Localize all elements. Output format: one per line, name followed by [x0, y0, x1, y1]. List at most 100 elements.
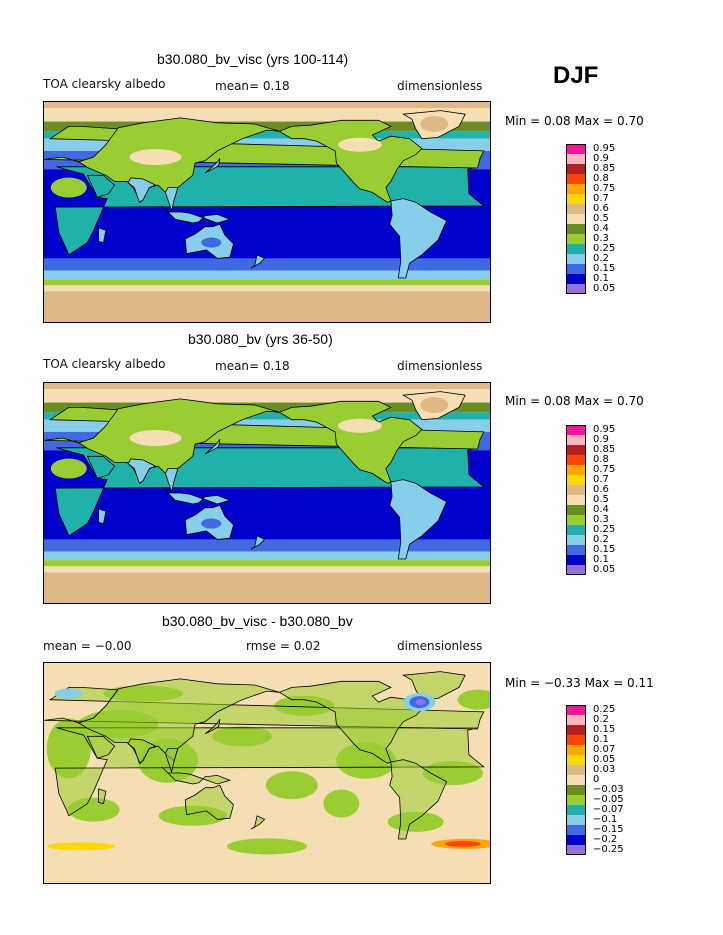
field-band: [44, 285, 490, 292]
legend-label: 0.05: [593, 754, 616, 765]
legend-label: 0.7: [593, 474, 609, 485]
panel-2-variable: TOA clearsky albedo: [43, 357, 166, 371]
legend-entry: 0.6: [566, 203, 686, 214]
legend-entry: 0.85: [566, 444, 686, 455]
continent-india: [127, 458, 157, 484]
panel-3-title: b30.080_bv_visc - b30.080_bv: [162, 613, 353, 629]
field-patch: [323, 789, 360, 818]
continent-newzealand: [250, 815, 266, 830]
field-band: [44, 572, 490, 603]
continent-arabia: [86, 455, 116, 479]
continent-arabia: [86, 174, 116, 198]
legend-label: 0.15: [593, 724, 616, 735]
legend-swatch: [566, 174, 586, 184]
continent-indonesia: [161, 766, 232, 785]
legend-label: 0.07: [593, 744, 616, 755]
legend-entry: 0.25: [566, 243, 686, 254]
legend-entry: −0.25: [566, 844, 686, 855]
legend-swatch: [566, 505, 586, 515]
legend-swatch: [566, 254, 586, 264]
continent-newzealand: [250, 535, 266, 550]
legend-label: 0.15: [593, 263, 616, 274]
legend-entry: 0.95: [566, 424, 686, 435]
field-band: [44, 566, 490, 573]
legend-label: 0.9: [593, 434, 609, 445]
legend-label: 0.4: [593, 223, 609, 234]
continent-seasia: [164, 468, 179, 494]
field-band: [44, 258, 490, 271]
legend-label: −0.2: [593, 834, 618, 845]
legend-label: 0.1: [593, 734, 609, 745]
continent-japan: [204, 438, 221, 455]
legend-label: 0.15: [593, 544, 616, 555]
legend-entry: 0.15: [566, 263, 686, 274]
legend-entry: 0.3: [566, 514, 686, 525]
continent-arabia: [86, 735, 116, 759]
legend-entry: 0.9: [566, 153, 686, 164]
panel-1-map-svg: [44, 102, 490, 322]
legend-swatch: [566, 745, 586, 755]
panel-2-title: b30.080_bv (yrs 36-50): [188, 331, 333, 347]
legend-swatch: [566, 214, 586, 224]
field-band: [44, 291, 490, 322]
legend-entry: 0.8: [566, 454, 686, 465]
legend-swatch: [566, 184, 586, 194]
legend-label: 0.85: [593, 444, 616, 455]
legend-label: 0.7: [593, 193, 609, 204]
legend-label: 0.4: [593, 504, 609, 515]
legend-label: 0.2: [593, 534, 609, 545]
panel-2-map: [43, 382, 491, 604]
continent-madagascar: [98, 227, 107, 244]
legend-entry: 0.5: [566, 213, 686, 224]
legend-entry: 0.4: [566, 504, 686, 515]
legend-entry: −0.05: [566, 794, 686, 805]
legend-swatch: [566, 425, 586, 435]
legend-label: 0.5: [593, 494, 609, 505]
field-patch: [420, 116, 449, 132]
legend-entry: 0.9: [566, 434, 686, 445]
panel-1-minmax: Min = 0.08 Max = 0.70: [505, 114, 644, 128]
legend-label: 0.05: [593, 564, 616, 575]
continent-southamerica: [389, 198, 448, 279]
legend-swatch: [566, 465, 586, 475]
legend-swatch: [566, 845, 586, 855]
panel-1-map: [43, 101, 491, 323]
legend-swatch: [566, 495, 586, 505]
legend-swatch: [566, 204, 586, 214]
continent-southamerica: [389, 759, 448, 840]
legend-swatch: [566, 735, 586, 745]
field-patch: [457, 689, 490, 710]
legend-swatch: [566, 445, 586, 455]
continent-northamerica: [278, 680, 423, 764]
legend-entry: −0.1: [566, 814, 686, 825]
legend-swatch: [566, 835, 586, 845]
legend-entry: −0.2: [566, 834, 686, 845]
continent-japan: [204, 157, 221, 174]
legend-entry: 0.15: [566, 544, 686, 555]
legend-swatch: [566, 164, 586, 174]
legend-label: 0.1: [593, 554, 609, 565]
legend-swatch: [566, 154, 586, 164]
legend-entry: 0.25: [566, 524, 686, 535]
legend-swatch: [566, 755, 586, 765]
legend-swatch: [566, 224, 586, 234]
panel-3-map: [43, 662, 491, 884]
continent-madagascar: [98, 788, 107, 805]
legend-label: 0.75: [593, 464, 616, 475]
field-patch: [47, 842, 116, 851]
legend-entry: 0.07: [566, 744, 686, 755]
field-patch: [420, 397, 449, 413]
legend-label: 0.3: [593, 514, 609, 525]
field-patch: [415, 699, 426, 706]
field-patch: [54, 688, 83, 699]
continent-india: [127, 177, 157, 203]
legend-swatch: [566, 274, 586, 284]
legend-swatch: [566, 535, 586, 545]
legend-swatch: [566, 825, 586, 835]
continent-indonesia: [161, 205, 232, 224]
legend-label: −0.1: [593, 814, 618, 825]
continent-northamerica: [278, 400, 423, 484]
continent-greenland: [402, 671, 466, 701]
legend-label: 0.75: [593, 183, 616, 194]
legend-entry: 0.95: [566, 143, 686, 154]
